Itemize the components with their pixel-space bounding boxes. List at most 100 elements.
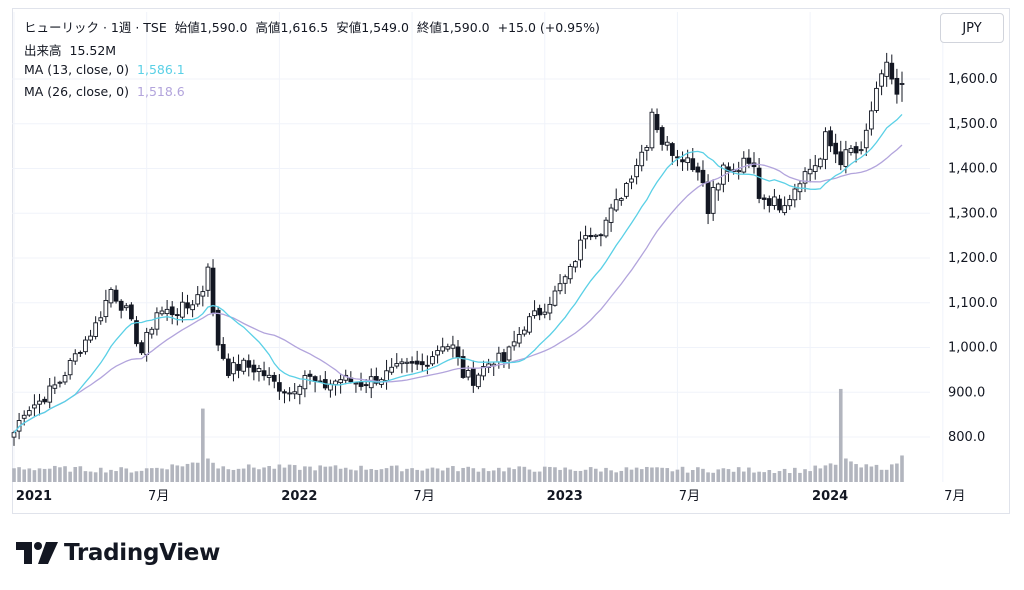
candle-body[interactable]: [205, 266, 211, 291]
candle-body[interactable]: [190, 304, 195, 311]
candle-body[interactable]: [532, 310, 537, 317]
candle-body[interactable]: [562, 276, 568, 284]
candle-body[interactable]: [180, 301, 185, 318]
candle-body[interactable]: [256, 368, 262, 373]
candle-body[interactable]: [843, 149, 849, 167]
currency-button[interactable]: JPY: [940, 13, 1004, 43]
candle-body[interactable]: [435, 350, 440, 356]
candle-body[interactable]: [384, 370, 389, 381]
candle-body[interactable]: [241, 359, 247, 372]
candle-body[interactable]: [455, 346, 461, 359]
candle-body[interactable]: [277, 382, 282, 392]
candle-body[interactable]: [149, 328, 155, 335]
candle-body[interactable]: [123, 305, 129, 309]
candle-body[interactable]: [200, 291, 206, 297]
candle-body[interactable]: [889, 62, 895, 80]
candle-body[interactable]: [282, 391, 287, 394]
candle-body[interactable]: [103, 299, 109, 318]
candle-body[interactable]: [37, 400, 42, 405]
candle-body[interactable]: [874, 87, 879, 111]
candle-body[interactable]: [496, 352, 502, 363]
candle-body[interactable]: [271, 374, 277, 382]
candle-body[interactable]: [77, 351, 83, 354]
candle-body[interactable]: [516, 334, 522, 344]
candle-body[interactable]: [695, 166, 701, 173]
candle-body[interactable]: [705, 181, 711, 214]
candle-body[interactable]: [527, 316, 532, 333]
candle-body[interactable]: [236, 363, 241, 371]
candle-body[interactable]: [700, 169, 706, 184]
candle-body[interactable]: [833, 142, 839, 155]
candle-body[interactable]: [353, 382, 359, 385]
candle-body[interactable]: [863, 129, 869, 149]
tradingview-logo[interactable]: TradingView: [16, 538, 220, 568]
candle-body[interactable]: [164, 308, 170, 315]
candle-body[interactable]: [134, 320, 139, 345]
candle-body[interactable]: [210, 267, 216, 313]
candle-body[interactable]: [72, 353, 78, 362]
candle-body[interactable]: [154, 312, 160, 330]
candle-body[interactable]: [588, 235, 594, 238]
candle-body[interactable]: [32, 404, 37, 409]
candle-body[interactable]: [639, 151, 645, 167]
candle-body[interactable]: [629, 178, 634, 183]
candle-body[interactable]: [598, 234, 604, 237]
candle-body[interactable]: [21, 414, 27, 419]
candle-body[interactable]: [292, 391, 298, 395]
candle-body[interactable]: [414, 360, 420, 365]
candle-body[interactable]: [624, 183, 629, 197]
candle-body[interactable]: [511, 341, 517, 347]
candle-body[interactable]: [557, 283, 563, 292]
candle-body[interactable]: [552, 290, 558, 306]
candle-body[interactable]: [613, 199, 619, 211]
candle-body[interactable]: [404, 361, 410, 364]
candle-body[interactable]: [644, 147, 650, 151]
candle-body[interactable]: [88, 335, 93, 341]
candle-body[interactable]: [11, 432, 17, 438]
candle-body[interactable]: [802, 171, 808, 184]
candle-body[interactable]: [521, 329, 527, 335]
candle-body[interactable]: [481, 366, 486, 377]
candle-body[interactable]: [573, 261, 578, 268]
candle-body[interactable]: [736, 170, 742, 173]
candle-body[interactable]: [419, 361, 425, 366]
candle-body[interactable]: [118, 300, 124, 311]
candle-body[interactable]: [690, 158, 696, 171]
candle-body[interactable]: [756, 167, 762, 199]
candle-body[interactable]: [465, 370, 471, 378]
candle-body[interactable]: [394, 363, 400, 367]
candle-body[interactable]: [185, 302, 190, 309]
candle-body[interactable]: [108, 289, 114, 304]
candle-body[interactable]: [129, 304, 134, 320]
candle-body[interactable]: [373, 376, 379, 384]
candle-body[interactable]: [98, 317, 104, 322]
candle-body[interactable]: [399, 361, 405, 365]
candle-body[interactable]: [710, 187, 716, 214]
candle-body[interactable]: [445, 346, 451, 350]
candle-body[interactable]: [772, 196, 777, 206]
candle-body[interactable]: [807, 168, 813, 175]
candle-body[interactable]: [669, 143, 675, 156]
candle-body[interactable]: [57, 381, 63, 384]
candle-body[interactable]: [654, 114, 660, 131]
candle-body[interactable]: [567, 266, 573, 280]
candle-body[interactable]: [634, 165, 639, 178]
candle-body[interactable]: [215, 309, 221, 346]
candle-body[interactable]: [287, 392, 292, 395]
candle-body[interactable]: [430, 356, 435, 365]
time-axis[interactable]: 20217月20227月20237月20247月20257月: [16, 489, 1024, 504]
candle-body[interactable]: [547, 303, 553, 314]
candle-body[interactable]: [506, 346, 512, 361]
candle-body[interactable]: [685, 157, 691, 164]
candle-body[interactable]: [879, 73, 884, 87]
candle-body[interactable]: [664, 141, 670, 146]
candle-body[interactable]: [67, 360, 73, 376]
candle-body[interactable]: [828, 130, 833, 147]
candle-body[interactable]: [52, 384, 58, 389]
candle-body[interactable]: [848, 147, 854, 153]
candle-body[interactable]: [113, 289, 119, 302]
candle-body[interactable]: [817, 158, 823, 168]
candle-body[interactable]: [792, 188, 798, 201]
candle-body[interactable]: [838, 151, 844, 166]
price-chart[interactable]: 1,600.0 1,500.0 1,400.0 1,300.0 1,200.0 1,100…: [0, 0, 1024, 520]
